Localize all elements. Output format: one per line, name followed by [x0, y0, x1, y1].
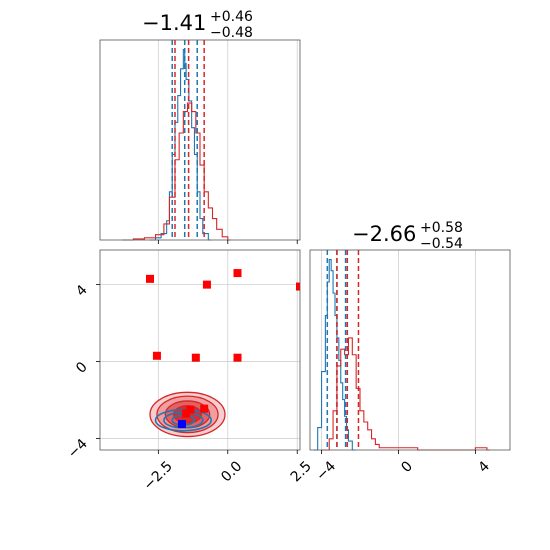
- red-square-marker: [182, 409, 191, 418]
- panel-title-median: −2.66: [352, 222, 416, 246]
- tick-marks: [321, 450, 476, 454]
- panel-title-plus: +0.46: [210, 9, 253, 25]
- red-square-marker: [296, 282, 300, 291]
- grid-lines: [157, 40, 298, 240]
- histogram-line-red: [122, 102, 231, 241]
- histogram-panel-param0: −1.41 +0.46 −0.48: [99, 9, 301, 244]
- red-square-marker: [200, 404, 209, 413]
- scatter-panel: −2.5 0.0 2.5 4 0 −4: [65, 249, 315, 494]
- y-tick-label: −4: [65, 436, 91, 462]
- panel-title-median: −1.41: [142, 11, 206, 35]
- red-square-marker: [233, 269, 242, 278]
- quantile-lines: [171, 40, 205, 240]
- y-tick-label: 0: [73, 359, 91, 377]
- red-square-marker: [186, 405, 195, 414]
- y-tick-label: 4: [73, 282, 91, 300]
- x-tick-label: −2.5: [141, 458, 176, 493]
- x-tick-labels: −4 0 4: [313, 458, 493, 484]
- x-tick-label: 2.5: [288, 458, 315, 485]
- x-tick-label: 0.0: [218, 458, 245, 485]
- axes-frame: [99, 249, 301, 451]
- y-tick-labels: 4 0 −4: [65, 282, 91, 462]
- panel-title-minus: −0.48: [210, 25, 253, 41]
- x-tick-label: 0: [398, 458, 416, 476]
- red-square-marker: [191, 353, 200, 362]
- panel-title-plus: +0.58: [420, 220, 463, 236]
- histogram-panel-param1: −4 0 4 −2.66 +0.58 −0.54: [309, 220, 511, 484]
- red-square-marker: [152, 351, 161, 360]
- red-square-marker: [146, 274, 154, 283]
- panel-title-minus: −0.54: [420, 236, 463, 252]
- x-tick-labels: −2.5 0.0 2.5: [141, 458, 315, 493]
- x-tick-label: 4: [475, 458, 493, 476]
- tick-marks: [96, 284, 298, 454]
- tick-marks: [157, 240, 298, 244]
- x-tick-label: −4: [313, 458, 339, 484]
- scatter-markers: [146, 269, 300, 429]
- quantile-lines: [326, 250, 360, 450]
- red-square-marker: [202, 280, 211, 289]
- axes-frame: [99, 39, 301, 241]
- histogram-line-blue: [313, 258, 356, 451]
- red-square-marker: [233, 353, 242, 362]
- axes-frame: [309, 249, 511, 451]
- blue-square-marker: [177, 420, 186, 429]
